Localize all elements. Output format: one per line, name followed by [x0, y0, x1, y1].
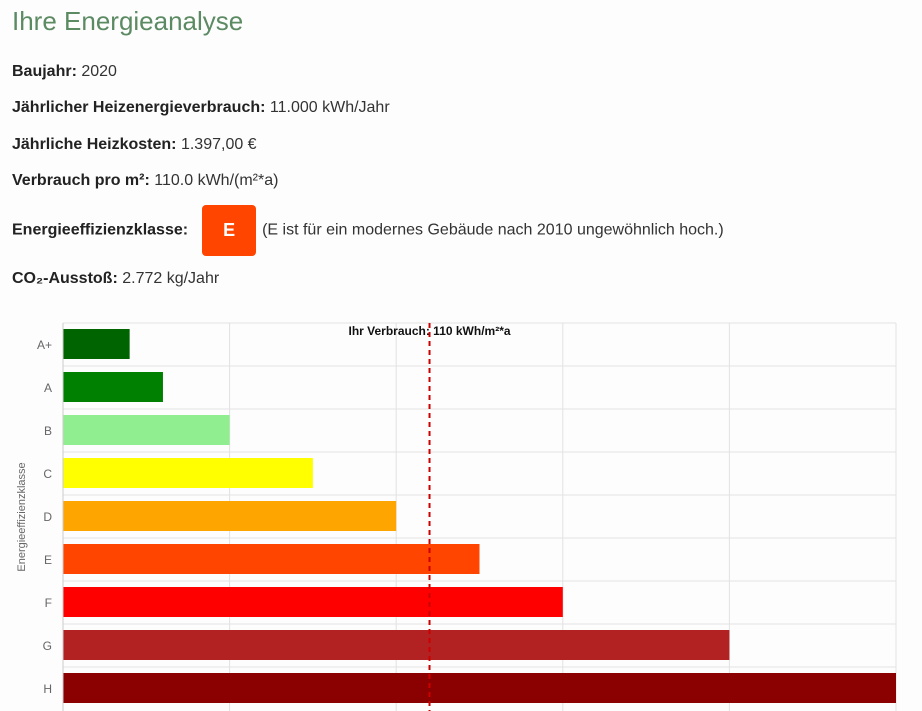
tick-label: C: [43, 467, 52, 481]
tick-label: B: [44, 424, 52, 438]
page-title: Ihre Energieanalyse: [12, 6, 244, 36]
efficiency-badge: E: [202, 205, 257, 256]
field-heizkosten: Jährliche Heizkosten: 1.397,00 €: [12, 136, 257, 153]
tick-label: H: [43, 682, 52, 696]
tick-label: A+: [37, 338, 52, 352]
bar-F: [63, 587, 563, 617]
bar-G: [63, 630, 730, 660]
tick-label: G: [43, 639, 52, 653]
field-efficiency: Energieeffizienzklasse: E (E ist für ein m…: [12, 205, 724, 256]
bar-A+: [63, 329, 130, 359]
bar-A: [63, 372, 163, 402]
annotation-label: Ihr Verbrauch: 110 kWh/m²*a: [348, 324, 510, 338]
tick-label: E: [44, 553, 52, 567]
tick-label: F: [45, 596, 52, 610]
bar-H: [63, 673, 896, 703]
bar-C: [63, 458, 313, 488]
y-axis-label: Energieeffizienzklasse: [16, 462, 28, 571]
tick-label: D: [43, 510, 52, 524]
bar-E: [63, 544, 480, 574]
bar-B: [63, 415, 230, 445]
bar-D: [63, 501, 397, 531]
tick-label: A: [44, 381, 52, 395]
field-heizenergie: Jährlicher Heizenergieverbrauch: 11.000 …: [12, 99, 390, 116]
field-baujahr: Baujahr: 2020: [12, 63, 117, 80]
field-verbrauch: Verbrauch pro m²: 110.0 kWh/(m²*a): [12, 172, 279, 189]
field-co2: CO₂-Ausstoß: 2.772 kg/Jahr: [12, 270, 220, 287]
